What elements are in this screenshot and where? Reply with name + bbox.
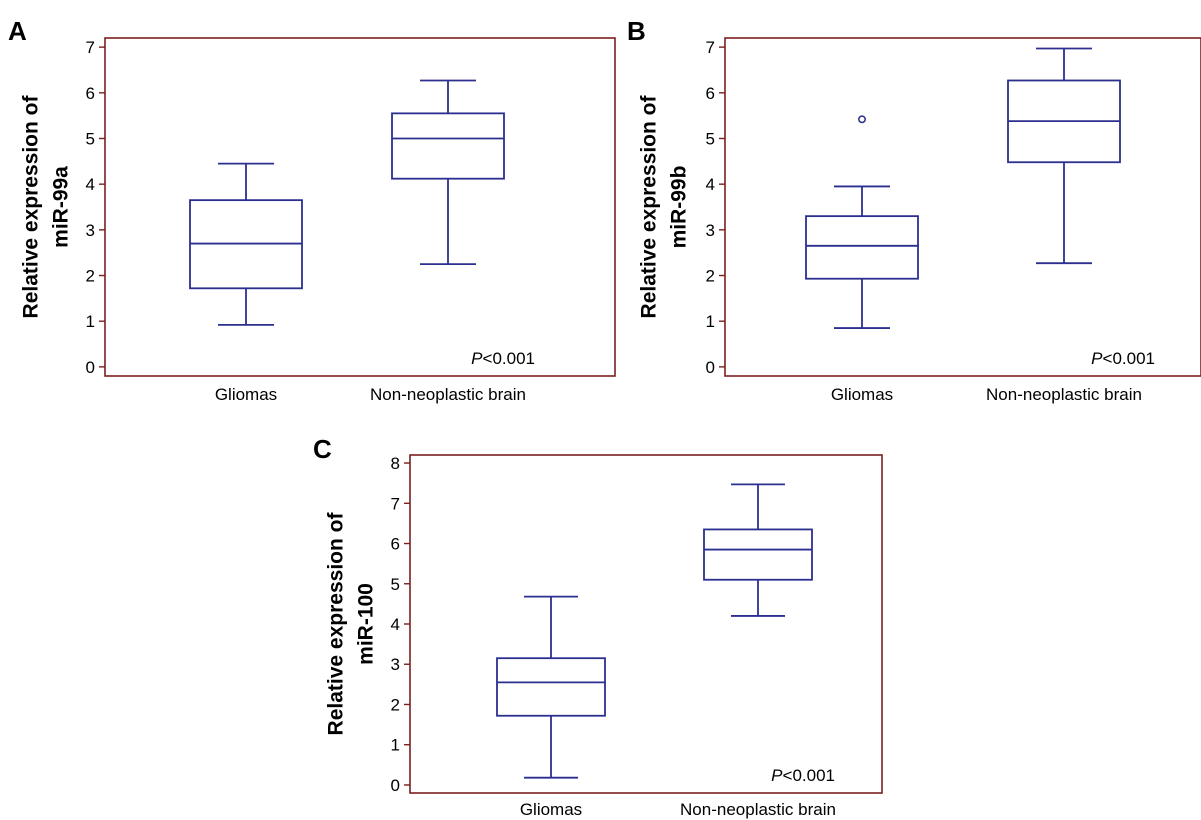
y-tick-label: 5 (86, 129, 95, 148)
y-axis-label-line2: miR-99b (668, 166, 691, 249)
y-tick-label: 7 (86, 38, 95, 57)
p-threshold: <0.001 (1103, 349, 1155, 368)
p-symbol: P (471, 349, 483, 368)
y-tick-label: 3 (391, 655, 400, 674)
y-tick-label: 3 (86, 221, 95, 240)
y-tick-label: 0 (391, 776, 400, 795)
p-threshold: <0.001 (483, 349, 535, 368)
y-tick-label: 4 (391, 615, 400, 634)
panel-c: C Relative expression of miR-100 0 1 2 3 4 5 6 7 8 G… (313, 434, 883, 819)
panels: A Relative expression of miR-99a 0 1 2 3 4 5 6 7 Gl… (8, 16, 1201, 819)
iqr-box (805, 215, 919, 280)
plot-frame (724, 37, 1201, 377)
y-tick-label: 1 (706, 312, 715, 331)
x-category-label: Non-neoplastic brain (680, 800, 836, 819)
y-tick-label: 6 (706, 84, 715, 103)
plot-frame (104, 37, 616, 377)
y-tick-label: 3 (706, 221, 715, 240)
y-tick-label: 1 (391, 736, 400, 755)
box-gliomas (496, 595, 606, 779)
y-tick-label: 5 (706, 129, 715, 148)
box-non-neoplastic (1007, 47, 1121, 265)
y-tick-label: 0 (706, 358, 715, 377)
y-axis-label-line2: miR-99a (50, 166, 73, 248)
box-non-neoplastic (391, 79, 505, 265)
y-tick-label: 6 (391, 535, 400, 554)
box-gliomas (805, 115, 919, 329)
panel-letter: C (313, 434, 332, 464)
p-threshold: <0.001 (783, 766, 835, 785)
y-tick-label: 2 (706, 267, 715, 286)
y-axis-label-line1: Relative expression of (20, 95, 43, 319)
x-category-label: Non-neoplastic brain (370, 385, 526, 404)
p-value-annotation: P<0.001 (771, 766, 835, 785)
p-value-annotation: P<0.001 (1091, 349, 1155, 368)
y-tick-label: 6 (86, 84, 95, 103)
y-tick-label: 8 (391, 454, 400, 473)
y-tick-label: 2 (391, 695, 400, 714)
y-tick-label: 5 (391, 575, 400, 594)
iqr-box (496, 657, 606, 717)
plot-frame (409, 454, 883, 794)
y-axis-label-line2: miR-100 (355, 583, 378, 665)
p-symbol: P (771, 766, 783, 785)
iqr-box (391, 112, 505, 180)
y-tick-label: 1 (86, 312, 95, 331)
x-category-label: Non-neoplastic brain (986, 385, 1142, 404)
y-tick-label: 4 (86, 175, 95, 194)
x-category-label: Gliomas (831, 385, 893, 404)
x-category-label: Gliomas (215, 385, 277, 404)
x-category-label: Gliomas (520, 800, 582, 819)
y-axis-label-line1: Relative expression of (325, 512, 348, 736)
panel-letter: B (627, 16, 646, 46)
y-tick-label: 0 (86, 358, 95, 377)
y-axis-label-line1: Relative expression of (638, 95, 661, 319)
outlier-point (858, 115, 866, 124)
panel-letter: A (8, 16, 27, 46)
panel-b: B Relative expression of miR-99b 0 1 2 3 4 5 6 7 Gl… (627, 16, 1201, 404)
y-tick-label: 4 (706, 175, 715, 194)
y-tick-label: 2 (86, 267, 95, 286)
p-value-annotation: P<0.001 (471, 349, 535, 368)
panel-a: A Relative expression of miR-99a 0 1 2 3 4 5 6 7 Gl… (8, 16, 616, 404)
p-symbol: P (1091, 349, 1103, 368)
box-gliomas (189, 162, 303, 326)
y-tick-label: 7 (706, 38, 715, 57)
y-tick-label: 7 (391, 494, 400, 513)
iqr-box (703, 528, 813, 581)
box-non-neoplastic (703, 483, 813, 617)
